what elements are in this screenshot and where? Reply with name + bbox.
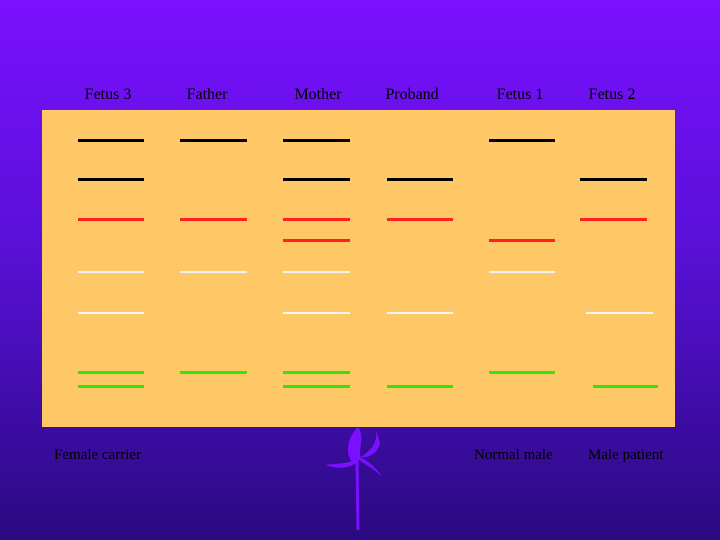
band-mother-black-1 — [283, 139, 350, 142]
band-fetus-3-white-2 — [78, 312, 144, 314]
gel-panel — [42, 110, 675, 427]
band-mother-green-2 — [283, 385, 350, 388]
band-father-green — [180, 371, 247, 374]
footer-female-carrier: Female carrier — [54, 447, 142, 463]
lane-label-fetus-1: Fetus 1 — [496, 86, 544, 103]
band-proband-white — [387, 312, 453, 314]
band-fetus-2-green — [593, 385, 658, 388]
band-fetus-1-black — [489, 139, 555, 142]
ribbon-flower-logo-icon — [326, 427, 382, 531]
band-fetus-3-red — [78, 218, 144, 221]
band-father-black — [180, 139, 247, 142]
band-fetus-3-green-2 — [78, 385, 144, 388]
band-mother-white-2 — [283, 312, 350, 314]
band-fetus-3-black-2 — [78, 178, 144, 181]
band-fetus-2-white — [586, 312, 653, 314]
band-mother-green-1 — [283, 371, 350, 374]
band-proband-green — [387, 385, 453, 388]
band-fetus-1-white — [489, 271, 555, 273]
footer-male-patient: Male patient — [588, 447, 664, 463]
lane-label-proband: Proband — [385, 86, 439, 103]
band-proband-red — [387, 218, 453, 221]
band-fetus-3-white-1 — [78, 271, 144, 273]
band-fetus-3-green-1 — [78, 371, 144, 374]
band-father-red — [180, 218, 247, 221]
lane-label-mother: Mother — [294, 86, 342, 103]
lane-label-father: Father — [186, 86, 228, 103]
band-fetus-1-green — [489, 371, 555, 374]
band-mother-red-1 — [283, 218, 350, 221]
band-father-white — [180, 271, 247, 273]
band-mother-white-1 — [283, 271, 350, 273]
band-proband-black — [387, 178, 453, 181]
band-fetus-2-red — [580, 218, 647, 221]
band-fetus-1-red — [489, 239, 555, 242]
band-mother-red-2 — [283, 239, 350, 242]
band-mother-black-2 — [283, 178, 350, 181]
lane-label-fetus-2: Fetus 2 — [588, 86, 636, 103]
band-fetus-2-black — [580, 178, 647, 181]
lane-label-fetus-3: Fetus 3 — [84, 86, 132, 103]
footer-normal-male: Normal male — [474, 447, 553, 463]
band-fetus-3-black-1 — [78, 139, 144, 142]
